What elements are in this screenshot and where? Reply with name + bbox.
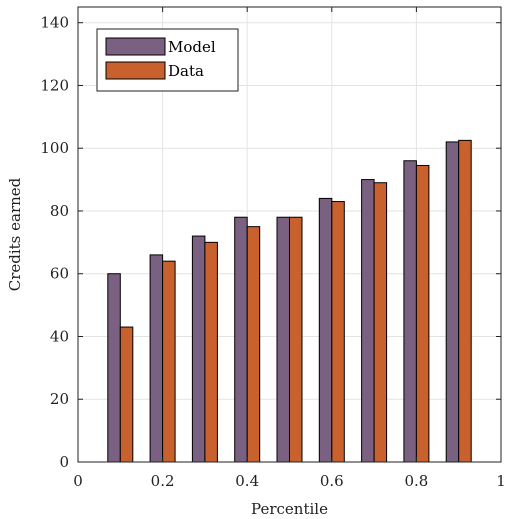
- plot-frame: [77, 6, 502, 463]
- legend-label-data: Data: [168, 62, 204, 80]
- y-tick-label: 60: [50, 265, 69, 283]
- bar-data-0.6: [331, 201, 345, 463]
- x-tick-label: 0: [73, 472, 83, 490]
- bar-model-0.4: [234, 216, 248, 463]
- bar-model-0.2: [149, 254, 164, 463]
- bar-model-0.3: [191, 235, 206, 463]
- y-tick-label: 100: [40, 139, 69, 157]
- bar-model-0.1: [107, 273, 121, 463]
- bar-model-0.5: [276, 216, 290, 463]
- bar-data-0.8: [415, 164, 430, 463]
- x-tick-label: 0.8: [404, 472, 428, 490]
- y-tick-label: 120: [40, 76, 69, 94]
- x-tick-label: 0.2: [151, 472, 175, 490]
- x-tick-label: 0.6: [320, 472, 344, 490]
- bar-model-0.7: [361, 179, 375, 463]
- bar-data-0.9: [458, 139, 472, 463]
- y-tick-label: 0: [59, 453, 69, 471]
- legend-swatch-model: [105, 37, 166, 56]
- x-tick-label: 1: [496, 472, 506, 490]
- y-tick-label: 20: [50, 390, 69, 408]
- bar-model-0.6: [318, 197, 333, 463]
- tick-labels: 0 0.2 0.4 0.6 0.8 1 0 20 40 60 80 100 120 140: [40, 14, 505, 490]
- bar-data-0.7: [373, 182, 388, 463]
- y-tick-label: 40: [50, 327, 69, 345]
- bar-data-0.5: [289, 216, 303, 463]
- bar-data-0.3: [204, 241, 218, 463]
- y-tick-label: 140: [40, 14, 69, 32]
- legend-label-model: Model: [168, 38, 216, 56]
- y-tick-label: 80: [50, 202, 69, 220]
- legend: Model Data: [96, 28, 239, 92]
- x-axis-label: Percentile: [251, 500, 328, 518]
- ticks: [77, 7, 502, 463]
- bar-model-0.9: [445, 141, 460, 463]
- bar-model-0.8: [403, 160, 417, 463]
- bar-data-0.2: [162, 260, 176, 463]
- y-axis-label: Credits earned: [6, 177, 24, 291]
- legend-swatch-data: [105, 61, 166, 80]
- bar-data-0.1: [119, 326, 134, 463]
- bar-data-0.4: [246, 226, 261, 463]
- x-tick-label: 0.4: [235, 472, 259, 490]
